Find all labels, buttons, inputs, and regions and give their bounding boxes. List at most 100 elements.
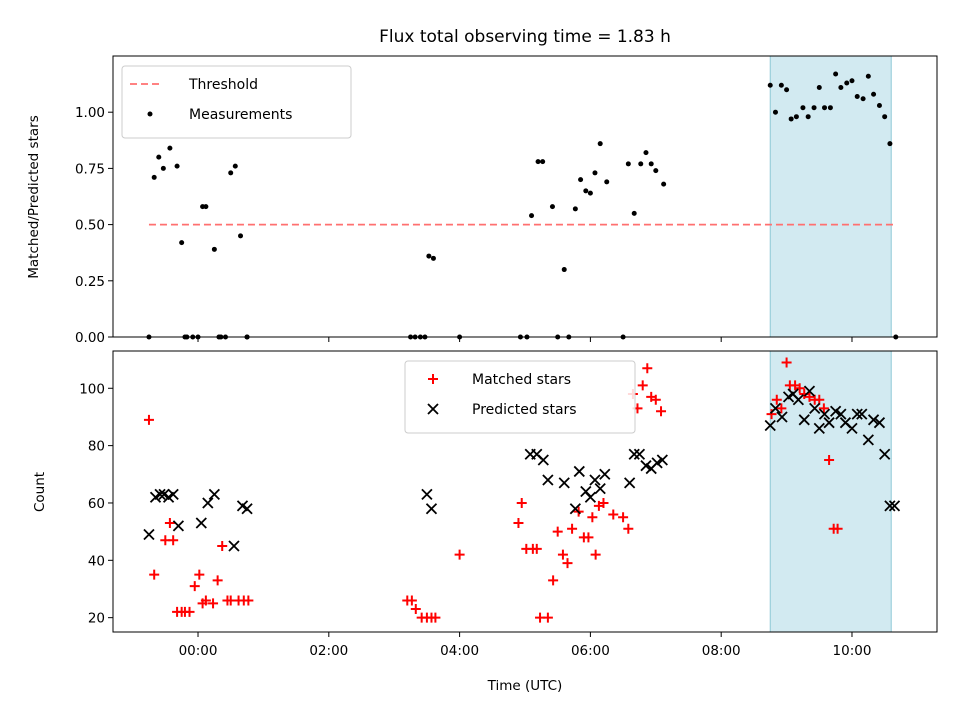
data-point: [778, 82, 784, 88]
data-point: [516, 497, 527, 508]
bottom-panel-y-axis-label: Count: [32, 472, 48, 512]
data-point: [625, 161, 631, 167]
data-point: [642, 363, 653, 374]
data-point: [599, 468, 611, 480]
data-point: [653, 168, 659, 174]
data-point: [167, 145, 173, 151]
data-point: [168, 535, 179, 546]
data-point: [784, 87, 790, 93]
data-point: [871, 91, 877, 97]
data-point: [513, 518, 524, 529]
data-point: [860, 96, 866, 102]
data-point: [542, 474, 554, 486]
data-point: [772, 109, 778, 115]
data-point: [651, 457, 663, 469]
data-point: [656, 454, 668, 466]
data-point: [887, 141, 893, 147]
data-point: [788, 116, 794, 122]
plot-frame: [112, 55, 938, 338]
data-point: [548, 575, 559, 586]
legend-label: Measurements: [189, 107, 292, 123]
legend-label: Matched stars: [472, 372, 571, 388]
data-point: [771, 394, 782, 405]
data-point: [637, 380, 648, 391]
data-point: [202, 497, 214, 509]
x-tick-label: 08:00: [702, 643, 741, 659]
data-point: [143, 528, 155, 541]
legend-box: [404, 360, 636, 434]
data-point: [661, 181, 667, 187]
data-point: [851, 408, 863, 420]
x-tick-label: 02:00: [309, 643, 348, 659]
data-point: [648, 161, 654, 167]
data-point: [818, 408, 831, 420]
x-tick-label: 00:00: [179, 643, 218, 659]
data-point: [623, 477, 636, 489]
data-point: [805, 114, 811, 120]
data-point: [628, 448, 640, 460]
data-point: [769, 402, 782, 414]
data-point: [781, 357, 792, 368]
data-point: [160, 165, 166, 171]
data-point: [794, 383, 805, 394]
data-point: [604, 179, 610, 185]
data-point: [184, 606, 195, 617]
legend-label: Threshold: [188, 77, 258, 93]
data-point: [882, 114, 888, 120]
data-point: [824, 454, 835, 465]
data-point: [798, 414, 810, 426]
data-point: [195, 517, 207, 529]
data-point: [569, 503, 581, 515]
data-point: [552, 526, 563, 537]
data-point: [656, 406, 667, 417]
legend-predicted-swatch: [427, 403, 439, 415]
y-tick-label: 0.50: [75, 218, 105, 234]
data-point: [589, 474, 601, 486]
data-point: [542, 612, 553, 623]
data-point: [172, 520, 185, 532]
data-point: [430, 612, 441, 623]
data-point: [561, 267, 567, 273]
data-point: [584, 491, 597, 503]
data-point: [849, 78, 855, 84]
data-point: [833, 71, 839, 77]
data-point: [200, 595, 211, 606]
data-point: [844, 80, 850, 86]
data-point: [156, 154, 162, 160]
chart-title: Flux total observing time = 1.83 h: [379, 27, 671, 47]
data-point: [203, 204, 209, 210]
legend-matched-swatch: [428, 374, 438, 384]
data-point: [167, 488, 179, 501]
legend-box: [121, 65, 352, 139]
data-point: [876, 102, 882, 108]
data-point: [410, 604, 421, 615]
data-point: [832, 523, 843, 534]
data-point: [583, 532, 594, 543]
top-panel: 0.00 0.25 0.50 0.75 1.00 Threshold Measurement…: [75, 55, 938, 346]
data-point: [811, 105, 817, 111]
data-point: [873, 417, 886, 429]
y-tick-label: 0.75: [75, 161, 105, 177]
data-point: [623, 523, 634, 534]
data-point: [829, 405, 842, 417]
data-point: [558, 477, 570, 489]
data-point: [425, 503, 438, 515]
y-tick-label: 80: [88, 439, 105, 455]
data-point: [535, 159, 541, 165]
data-point: [640, 460, 652, 472]
data-point: [867, 414, 880, 426]
data-point: [764, 419, 776, 432]
data-point: [406, 595, 417, 606]
y-tick-label: 0.00: [75, 330, 105, 346]
data-point: [529, 213, 535, 219]
y-tick-label: 1.00: [75, 105, 105, 121]
data-point: [862, 434, 874, 446]
data-point: [430, 255, 436, 261]
data-point: [174, 163, 180, 169]
data-point: [194, 569, 205, 580]
legend-label: Predicted stars: [472, 402, 577, 418]
data-point: [228, 170, 234, 176]
plot-frame: [112, 350, 938, 633]
data-point: [143, 414, 154, 425]
y-tick-label: 20: [88, 611, 105, 627]
